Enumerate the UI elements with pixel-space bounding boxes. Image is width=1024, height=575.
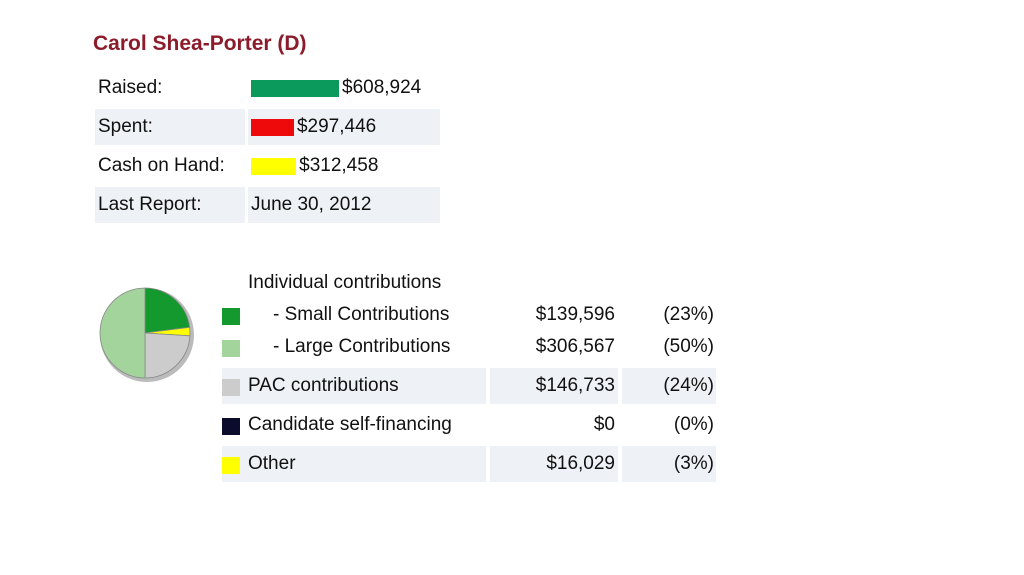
label-cell: [95, 109, 245, 145]
date-text: June 30, 2012: [251, 194, 372, 215]
row-bg: [490, 446, 618, 482]
amount: $0: [593, 414, 615, 435]
pie-slice: [144, 287, 191, 334]
amount-bar: [251, 119, 294, 136]
label-cell: [95, 187, 245, 223]
amount-bar: [251, 80, 339, 97]
legend-swatch: [222, 418, 240, 435]
percent: (23%): [663, 304, 714, 325]
row-label: - Large Contributions: [273, 336, 451, 357]
legend-swatch: [222, 340, 240, 357]
heading: Individual contributions: [248, 272, 442, 293]
amount-text: $312,458: [299, 155, 379, 176]
row-label: PAC contributions: [248, 375, 399, 396]
row-label: Spent:: [98, 116, 153, 137]
percent: (50%): [663, 336, 714, 357]
row-label: - Small Contributions: [273, 304, 450, 325]
candidate-name: Carol Shea-Porter (D): [93, 32, 307, 55]
amount-text: $297,446: [296, 116, 377, 137]
legend-swatch: [222, 308, 240, 325]
row-bg: [490, 368, 618, 404]
pie-chart: [99, 287, 194, 382]
amount: $16,029: [546, 453, 615, 474]
row-bg: [622, 368, 716, 404]
amount-text: $608,924: [342, 77, 422, 98]
value-cell: [248, 187, 440, 223]
pie-slice: [99, 287, 146, 379]
row-bg: [222, 446, 486, 482]
amount: $306,567: [535, 336, 615, 357]
row-label: Candidate self-financing: [248, 414, 452, 435]
row-bg: [222, 368, 486, 404]
amount-bar: [251, 158, 297, 175]
row-label: Other: [248, 453, 296, 474]
row-label: Last Report:: [98, 194, 202, 215]
percent: (0%): [673, 414, 714, 435]
row-bg: [622, 446, 716, 482]
pie-slice: [144, 332, 191, 379]
percent: (24%): [663, 375, 714, 396]
percent: (3%): [673, 453, 714, 474]
row-label: Raised:: [98, 77, 163, 98]
amount: $146,733: [535, 375, 615, 396]
legend-swatch: [222, 457, 240, 474]
legend-swatch: [222, 379, 240, 396]
row-label: Cash on Hand:: [98, 155, 225, 176]
amount: $139,596: [535, 304, 615, 325]
